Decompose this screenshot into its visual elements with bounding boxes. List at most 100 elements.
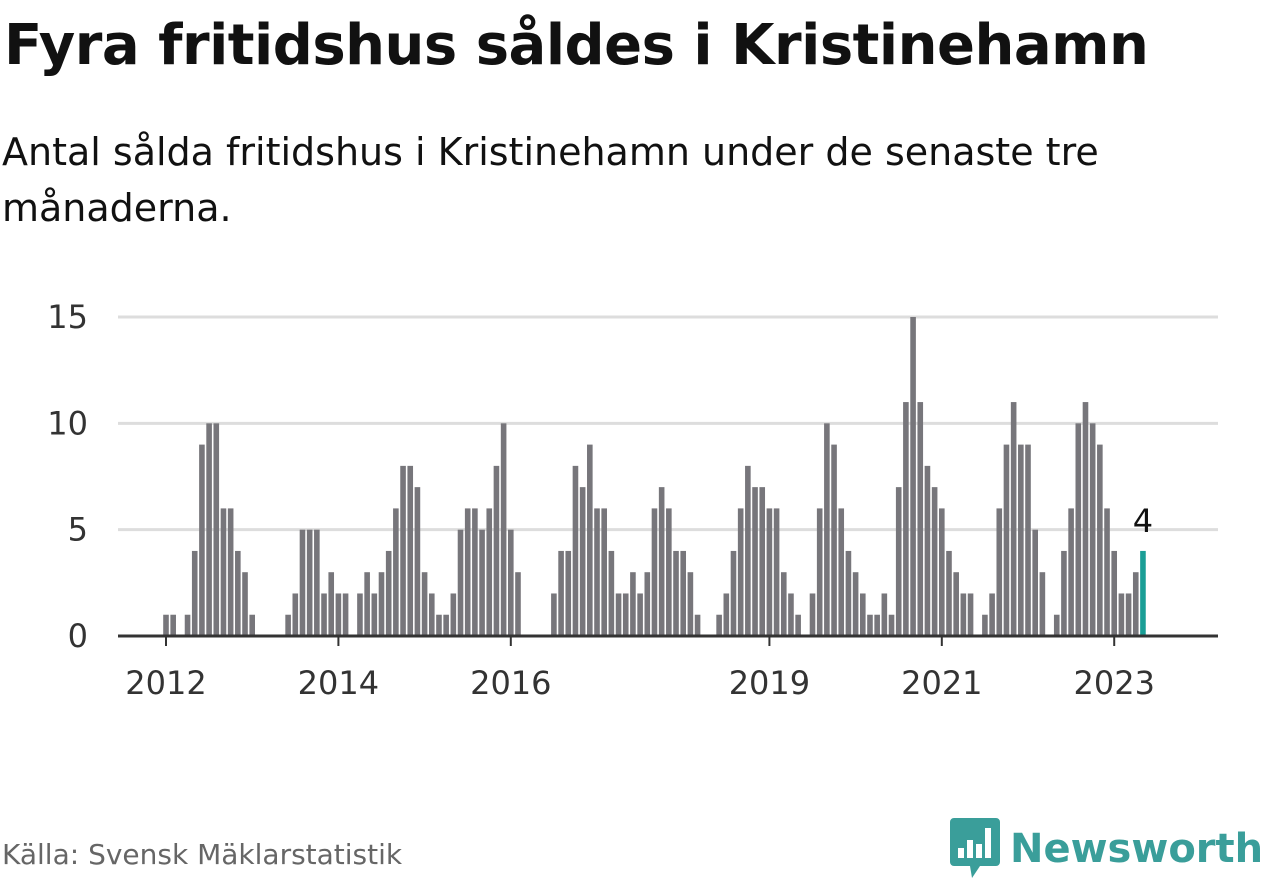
bar bbox=[357, 593, 363, 636]
bar bbox=[515, 572, 521, 636]
bar bbox=[895, 487, 902, 636]
bar bbox=[1132, 572, 1139, 636]
bar bbox=[737, 508, 744, 636]
brand-name: Newsworthy bbox=[1010, 826, 1262, 872]
bar bbox=[213, 423, 220, 636]
bar bbox=[443, 614, 449, 636]
bar bbox=[687, 572, 694, 636]
bar bbox=[328, 572, 335, 636]
bar bbox=[184, 614, 191, 636]
bar bbox=[249, 614, 255, 636]
bar bbox=[673, 550, 679, 636]
bar bbox=[371, 593, 378, 636]
bar bbox=[666, 508, 672, 636]
bar bbox=[716, 614, 722, 636]
bar bbox=[393, 508, 399, 636]
bar bbox=[1104, 508, 1110, 636]
bar bbox=[364, 572, 370, 636]
bar bbox=[859, 593, 866, 636]
y-tick-label: 0 bbox=[68, 617, 88, 655]
bar bbox=[867, 614, 873, 636]
bar bbox=[500, 423, 507, 636]
bar bbox=[472, 508, 478, 636]
x-tick-label: 2014 bbox=[298, 664, 379, 702]
bar bbox=[565, 550, 572, 636]
bar bbox=[1089, 423, 1096, 636]
bar bbox=[608, 550, 615, 636]
bar bbox=[946, 550, 952, 636]
bar bbox=[227, 508, 234, 636]
bar bbox=[996, 508, 1003, 636]
bar bbox=[1075, 423, 1082, 636]
source-note: Källa: Svensk Mäklarstatistik bbox=[2, 838, 403, 871]
bar bbox=[242, 572, 248, 636]
bar bbox=[759, 487, 766, 636]
bar bbox=[436, 614, 442, 636]
bar bbox=[615, 593, 622, 636]
bar bbox=[852, 572, 859, 636]
bar bbox=[967, 593, 974, 636]
bar bbox=[752, 487, 758, 636]
y-axis: 0 5 10 15 bbox=[47, 298, 88, 655]
x-tick-label: 2016 bbox=[470, 664, 551, 702]
bar bbox=[910, 317, 916, 636]
bar bbox=[1061, 550, 1067, 636]
bar bbox=[982, 614, 988, 636]
bars bbox=[163, 317, 1146, 636]
bar bbox=[1010, 402, 1017, 636]
bar bbox=[680, 550, 687, 636]
bar bbox=[407, 465, 414, 636]
bar bbox=[795, 614, 801, 636]
bar bbox=[220, 508, 227, 636]
bar bbox=[428, 593, 435, 636]
bar bbox=[1125, 593, 1132, 636]
bar bbox=[1053, 614, 1060, 636]
gridlines bbox=[118, 315, 1218, 532]
bar bbox=[587, 444, 593, 636]
bar bbox=[1068, 508, 1074, 636]
bar bbox=[508, 529, 514, 636]
bar bbox=[170, 614, 176, 636]
bar bbox=[579, 487, 586, 636]
bar bbox=[723, 593, 730, 636]
last-value-label: 4 bbox=[1133, 502, 1153, 540]
bar bbox=[953, 572, 959, 636]
y-tick-label: 5 bbox=[68, 511, 88, 549]
bar bbox=[306, 529, 313, 636]
bar bbox=[421, 572, 428, 636]
bar bbox=[651, 508, 658, 636]
bar bbox=[601, 508, 607, 636]
bar bbox=[874, 614, 880, 636]
brand-logo: Newsworthy bbox=[950, 818, 1262, 880]
bar bbox=[637, 593, 643, 636]
bar bbox=[235, 550, 241, 636]
bar bbox=[939, 508, 945, 636]
bar bbox=[414, 487, 421, 636]
bar bbox=[1097, 444, 1103, 636]
bar bbox=[809, 593, 816, 636]
x-axis: 2012 2014 2016 2019 2021 2023 bbox=[118, 634, 1218, 702]
bar bbox=[917, 402, 924, 636]
bar bbox=[788, 593, 794, 636]
bar bbox=[342, 593, 349, 636]
bar bbox=[845, 550, 852, 636]
bar bbox=[1082, 402, 1089, 636]
chart-subtitle: Antal sålda fritidshus i Kristinehamn un… bbox=[2, 130, 1099, 230]
bar bbox=[1111, 550, 1118, 636]
bar bbox=[838, 508, 845, 636]
bar bbox=[199, 444, 205, 636]
bar bbox=[881, 593, 888, 636]
bar bbox=[1032, 529, 1038, 636]
bar bbox=[1118, 593, 1125, 636]
bar bbox=[479, 529, 485, 636]
bar bbox=[694, 614, 701, 636]
bar bbox=[335, 593, 342, 636]
bar bbox=[831, 444, 837, 636]
bar bbox=[1025, 444, 1031, 636]
y-tick-label: 15 bbox=[47, 298, 88, 336]
bar bbox=[644, 572, 651, 636]
bar bbox=[658, 487, 665, 636]
newsworthy-logo-icon bbox=[950, 818, 1000, 878]
x-tick-label: 2021 bbox=[901, 664, 982, 702]
bar bbox=[622, 593, 629, 636]
